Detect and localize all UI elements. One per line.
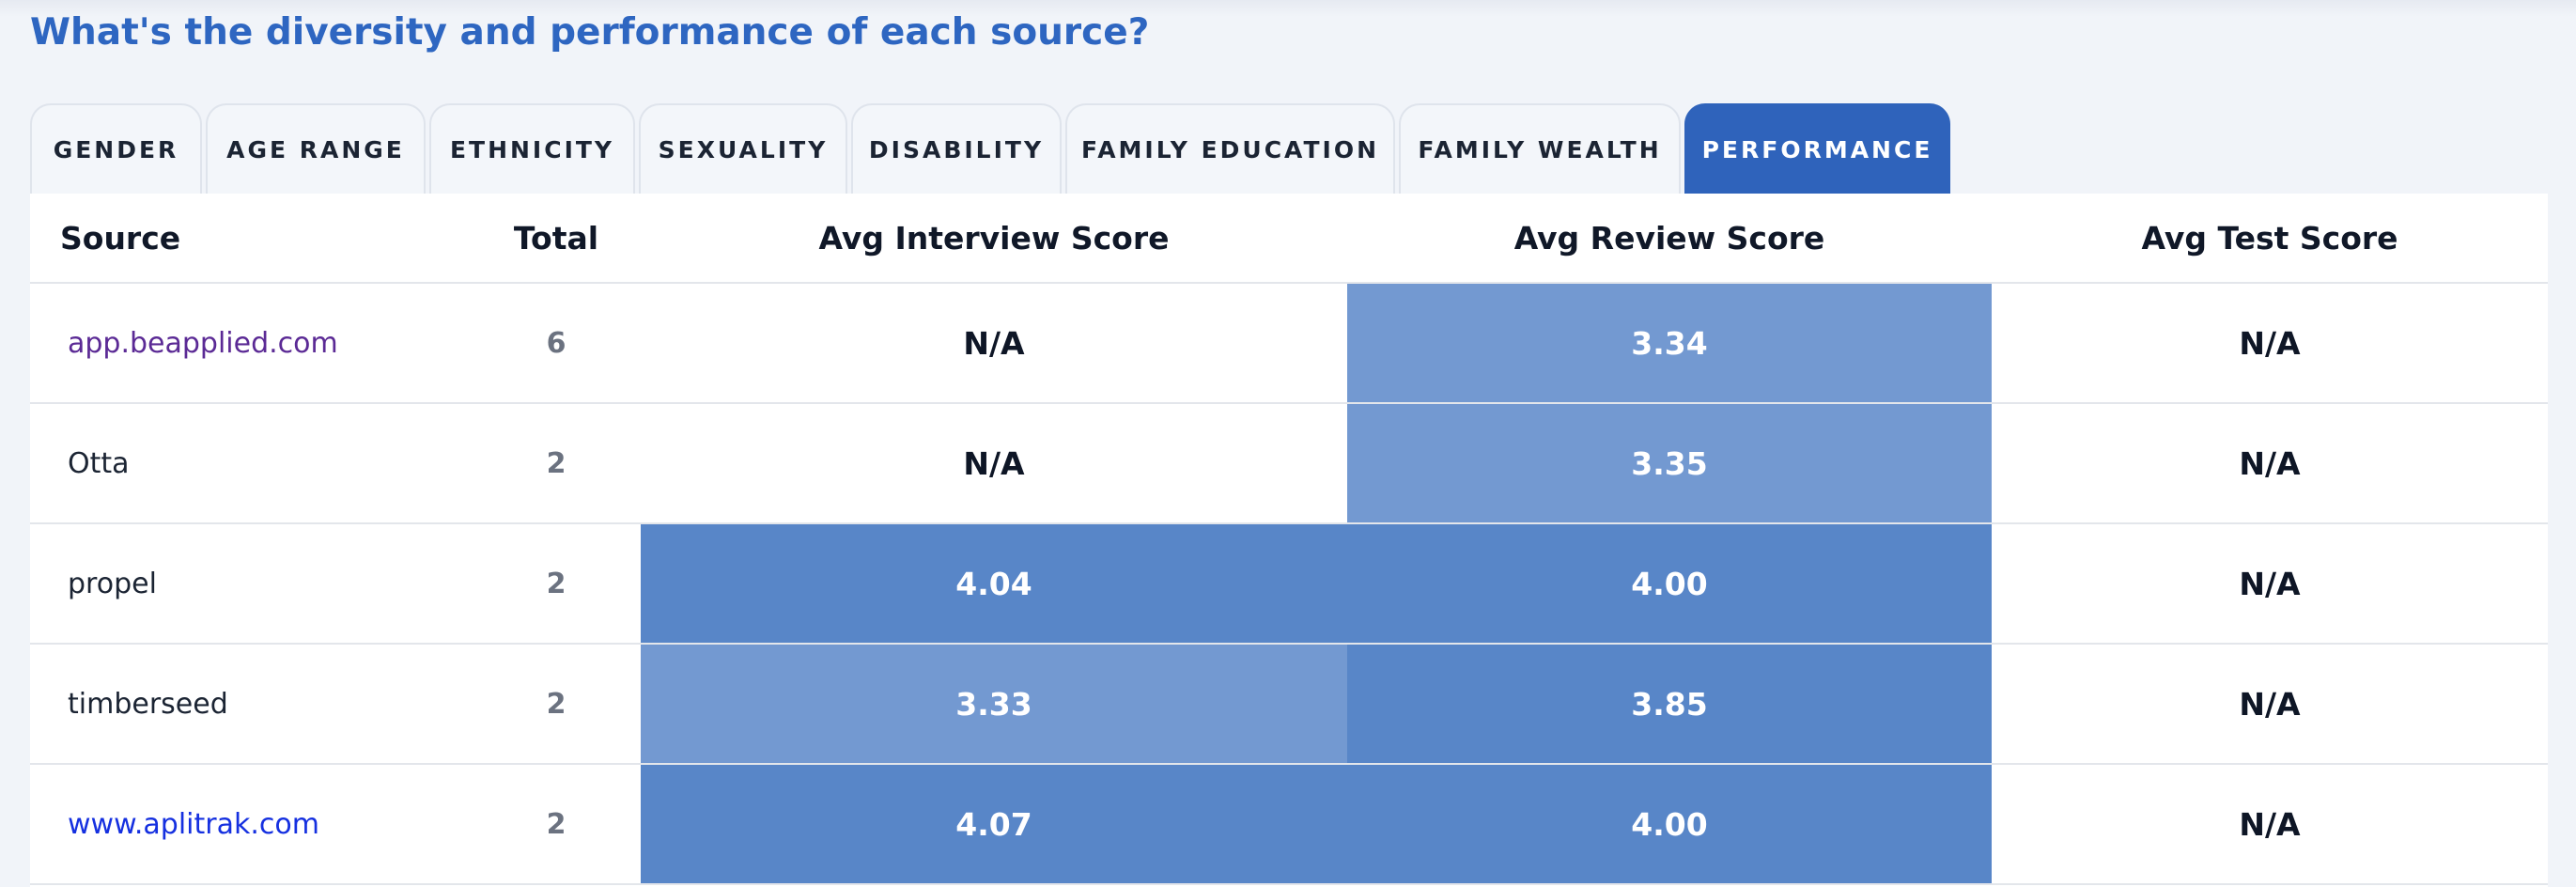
column-header-source[interactable]: Source <box>60 219 181 257</box>
source-link[interactable]: www.aplitrak.com <box>68 807 319 841</box>
total-value: 2 <box>546 446 566 480</box>
tab-bar: GENDER AGE RANGE ETHNICITY SEXUALITY DIS… <box>30 103 1954 194</box>
source-name: propel <box>68 567 157 600</box>
total-value: 2 <box>546 567 566 600</box>
review-score: 3.34 <box>1631 324 1708 362</box>
tab-gender[interactable]: GENDER <box>30 103 202 194</box>
performance-table: Source Total Avg Interview Score Avg Rev… <box>30 194 2548 887</box>
tab-family-education[interactable]: FAMILY EDUCATION <box>1065 103 1395 194</box>
tab-sexuality[interactable]: SEXUALITY <box>639 103 847 194</box>
table-row: Otta 2 N/A 3.35 N/A <box>30 404 2548 524</box>
table-row: www.aplitrak.com 2 4.07 4.00 N/A <box>30 765 2548 885</box>
interview-score: N/A <box>963 444 1025 482</box>
review-score: 3.35 <box>1631 444 1708 482</box>
tab-ethnicity[interactable]: ETHNICITY <box>429 103 635 194</box>
test-score: N/A <box>2239 805 2301 843</box>
review-score: 4.00 <box>1631 565 1708 602</box>
test-score: N/A <box>2239 565 2301 602</box>
table-row: propel 2 4.04 4.00 N/A <box>30 524 2548 645</box>
interview-score: 4.04 <box>955 565 1032 602</box>
total-value: 2 <box>546 687 566 721</box>
interview-score: 4.07 <box>955 805 1032 843</box>
column-header-total[interactable]: Total <box>513 219 599 257</box>
table-row: app.beapplied.com 6 N/A 3.34 N/A <box>30 284 2548 404</box>
source-name: Otta <box>68 446 130 480</box>
table-row: timberseed 2 3.33 3.85 N/A <box>30 645 2548 765</box>
tab-performance[interactable]: PERFORMANCE <box>1684 103 1950 194</box>
section-heading: What's the diversity and performance of … <box>30 11 1150 54</box>
interview-score: 3.33 <box>955 685 1032 723</box>
tab-family-wealth[interactable]: FAMILY WEALTH <box>1399 103 1681 194</box>
test-score: N/A <box>2239 324 2301 362</box>
column-header-avg-test-score[interactable]: Avg Test Score <box>2141 219 2398 257</box>
source-name: timberseed <box>68 687 228 721</box>
tab-age-range[interactable]: AGE RANGE <box>206 103 426 194</box>
column-header-avg-review-score[interactable]: Avg Review Score <box>1513 219 1825 257</box>
review-score: 3.85 <box>1631 685 1708 723</box>
page-top-shadow <box>0 0 2576 17</box>
review-score: 4.00 <box>1631 805 1708 843</box>
interview-score: N/A <box>963 324 1025 362</box>
tab-disability[interactable]: DISABILITY <box>851 103 1062 194</box>
test-score: N/A <box>2239 685 2301 723</box>
source-link[interactable]: app.beapplied.com <box>68 326 338 360</box>
total-value: 2 <box>546 807 566 841</box>
test-score: N/A <box>2239 444 2301 482</box>
total-value: 6 <box>546 326 566 360</box>
table-header-row: Source Total Avg Interview Score Avg Rev… <box>30 194 2548 284</box>
column-header-avg-interview-score[interactable]: Avg Interview Score <box>818 219 1170 257</box>
